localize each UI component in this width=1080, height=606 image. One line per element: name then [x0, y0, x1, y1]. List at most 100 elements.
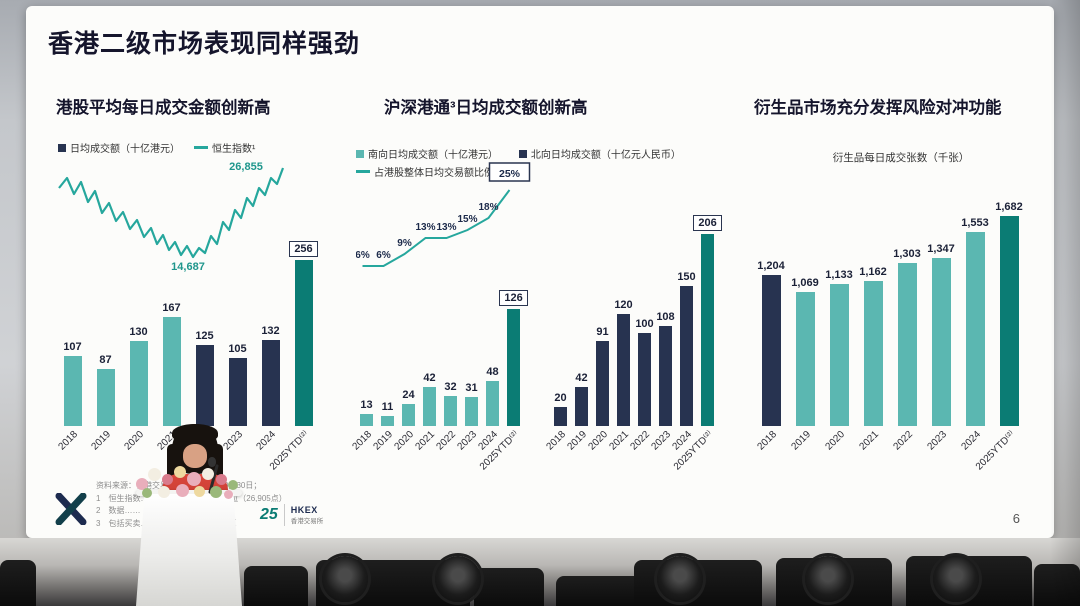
legend-column-north: 北向日均成交额（十亿元人民币） [518, 146, 681, 179]
flower-icon [148, 468, 161, 481]
page-number: 6 [1012, 511, 1020, 526]
bar-value-label: 132 [261, 325, 280, 337]
x-axis-label: 2019 [89, 429, 114, 453]
bar-value-label: 108 [656, 311, 675, 323]
speaker-hair-bangs [172, 424, 218, 442]
bar [554, 407, 567, 426]
bar-value-label: 256 [289, 241, 318, 257]
bar-item: 1,682 [992, 201, 1026, 426]
x-axis-label: 2024 [254, 429, 279, 453]
bar [444, 396, 457, 426]
footnote-2: 2 数据…… [96, 506, 141, 516]
bars: 107 87 130 167 125 105 132 256 [56, 234, 320, 426]
stage-equipment-case [1034, 564, 1080, 606]
plot-area: 107 87 130 167 125 105 132 256 2018 2019 2020 2021… [56, 234, 320, 474]
logo-divider [283, 504, 285, 526]
bar-item: 150 [676, 271, 697, 426]
x-axis-label: 2018 [755, 429, 779, 453]
stage-light-icon [435, 556, 481, 602]
share-line-path [362, 189, 511, 267]
bar-group: 107 87 130 167 125 105 132 256 2018 2019 2020 2021… [56, 234, 320, 474]
bar-item: 105 [221, 343, 254, 426]
flower-icon [216, 474, 227, 485]
x-axis-tick: 2023 [650, 426, 676, 474]
bar-item: 206 [693, 215, 722, 426]
bar [129, 341, 148, 426]
bar-value-label: 167 [162, 302, 181, 314]
bar [465, 397, 478, 426]
bar-item: 11 [377, 401, 398, 426]
hkex-connect-logo [54, 492, 88, 530]
hsi-high-value: 26,855 [229, 161, 263, 173]
flower-icon [174, 466, 186, 478]
x-axis-tick: 2023 [924, 426, 958, 474]
bar-value-label: 1,347 [927, 243, 955, 255]
legend-item-line: 恒生指数¹ [194, 140, 255, 155]
legend-item-northbound: 北向日均成交额（十亿元人民币） [518, 146, 681, 161]
bar-item: 20 [550, 392, 571, 426]
bar-value-label: 24 [402, 389, 415, 401]
legend-label: 恒生指数¹ [212, 144, 256, 155]
northbound-bar-group: 20 42 91 120 100 108 150 206 2018 2019 2020 2021 20… [545, 214, 722, 474]
x-axis-tick: 2018 [545, 426, 571, 474]
flower-icon [194, 486, 205, 497]
bar [965, 232, 985, 426]
brand-text: HKEX 香港交易所 [291, 505, 324, 525]
bar [360, 414, 373, 426]
bar-value-label: 1,204 [757, 260, 785, 272]
legend-item-bar: 日均成交额（十亿港元） [58, 140, 180, 155]
bar [931, 258, 951, 426]
bar [638, 333, 651, 426]
brand-name: HKEX [290, 505, 318, 515]
share-point-label: 18% [478, 202, 498, 213]
flower-icon [224, 490, 233, 499]
plot-area: 13 11 24 42 32 31 48 126 2018 2019 2020 2021 2022 20… [351, 214, 722, 474]
bar [999, 216, 1019, 426]
bar-value-label: 1,682 [995, 201, 1023, 213]
x-axis-tick: 2022 [629, 426, 655, 474]
x-axis-tick: 2025YTD⁽²⁾ [672, 426, 718, 474]
share-point-label: 13% [415, 222, 435, 233]
bar-value-label: 126 [499, 290, 528, 306]
flower-icon [162, 474, 173, 485]
bar-item: 256 [287, 241, 320, 426]
x-axis-tick: 2018 [351, 426, 377, 474]
bar [96, 369, 115, 426]
chart-title: 港股平均每日成交金额创新高 [56, 99, 271, 117]
bar [507, 309, 520, 426]
podium-flowers [132, 460, 246, 504]
podium-top [136, 490, 242, 496]
x-axis-tick: 2019 [788, 426, 822, 474]
bar-value-label: 107 [63, 341, 82, 353]
bar [381, 416, 394, 426]
x-axis-label: 2024 [959, 429, 983, 453]
x-axis-tick: 2020 [393, 426, 419, 474]
bar [897, 263, 917, 426]
bar-item: 24 [398, 389, 419, 426]
bar [63, 356, 82, 426]
section-hk-turnover: 港股平均每日成交金额创新高 日均成交额（十亿港元） 恒生指数¹ 26,855 1… [56, 94, 356, 474]
chart-legend: 南向日均成交额（十亿港元） 占港股整体日均交易额比例% 北向日均成交额（十亿元人… [356, 146, 681, 179]
share-point-label: 15% [457, 214, 477, 225]
x-axis-label: 2023 [925, 429, 949, 453]
slide-title: 香港二级市场表现同样强劲 [48, 30, 361, 58]
share-point-label: 9% [397, 238, 412, 249]
bar [423, 387, 436, 426]
bar-value-label: 11 [381, 401, 394, 413]
bars: 1,204 1,069 1,133 1,162 1,303 1,347 1,553 1,682 [754, 198, 1026, 426]
bar [795, 292, 815, 426]
x-axis-tick: 2021 [414, 426, 440, 474]
bar-value-label: 42 [423, 372, 436, 384]
flower-icon [176, 484, 189, 497]
stage-equipment-case [0, 560, 36, 606]
bar-item: 130 [122, 326, 155, 426]
section-stock-connect: 沪深港通³日均成交额创新高 南向日均成交额（十亿港元） 占港股整体日均交易额比例… [351, 94, 728, 474]
anniversary-25-emblem: 25 [260, 506, 278, 523]
bar-value-label: 206 [693, 215, 722, 231]
stage-light-icon [657, 556, 703, 602]
bar-item: 13 [356, 399, 377, 426]
bar [680, 286, 693, 426]
bar-value-label: 150 [677, 271, 696, 283]
photo-vignette [1050, 0, 1080, 606]
bar [486, 381, 499, 426]
